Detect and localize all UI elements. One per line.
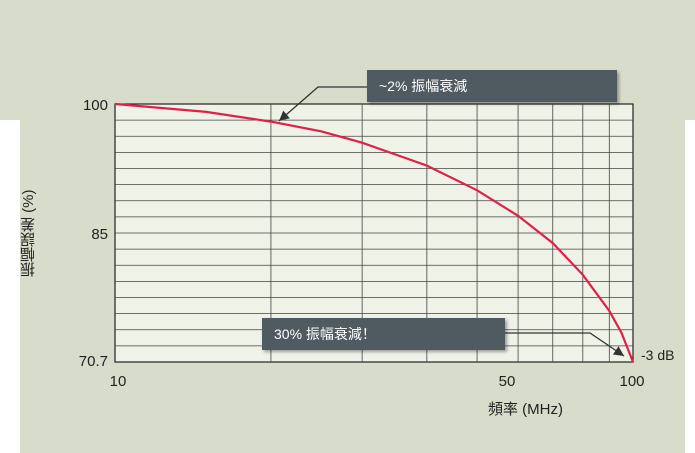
annotation-2pct: ~2% 振幅衰減 bbox=[367, 70, 617, 102]
annotation-leader-line bbox=[278, 86, 367, 122]
annotation-arrowhead bbox=[612, 346, 624, 356]
x-axis-label: 頻率 (MHz) bbox=[488, 401, 563, 418]
tick-labels: 100 85 70.7 10 50 100 -3 dB bbox=[79, 97, 675, 390]
annotation-leaders bbox=[278, 86, 625, 357]
y-tick-label-85: 85 bbox=[91, 226, 108, 243]
x-tick-label-100: 100 bbox=[619, 373, 644, 390]
annotation-leader-line bbox=[481, 332, 625, 357]
background-gap bbox=[0, 120, 20, 453]
x-tick-label-50: 50 bbox=[499, 373, 516, 390]
annotation-minus-3db: -3 dB bbox=[641, 347, 674, 363]
annotation-arrowhead bbox=[279, 110, 290, 121]
series-line bbox=[114, 102, 635, 363]
annotation-30pct: 30% 振幅衰減！ bbox=[262, 318, 505, 350]
y-tick-label-100: 100 bbox=[83, 97, 108, 114]
y-axis-label: 振幅誤差 (%) bbox=[20, 189, 37, 277]
y-tick-label-70-7: 70.7 bbox=[79, 353, 108, 370]
x-tick-label-10: 10 bbox=[110, 373, 127, 390]
